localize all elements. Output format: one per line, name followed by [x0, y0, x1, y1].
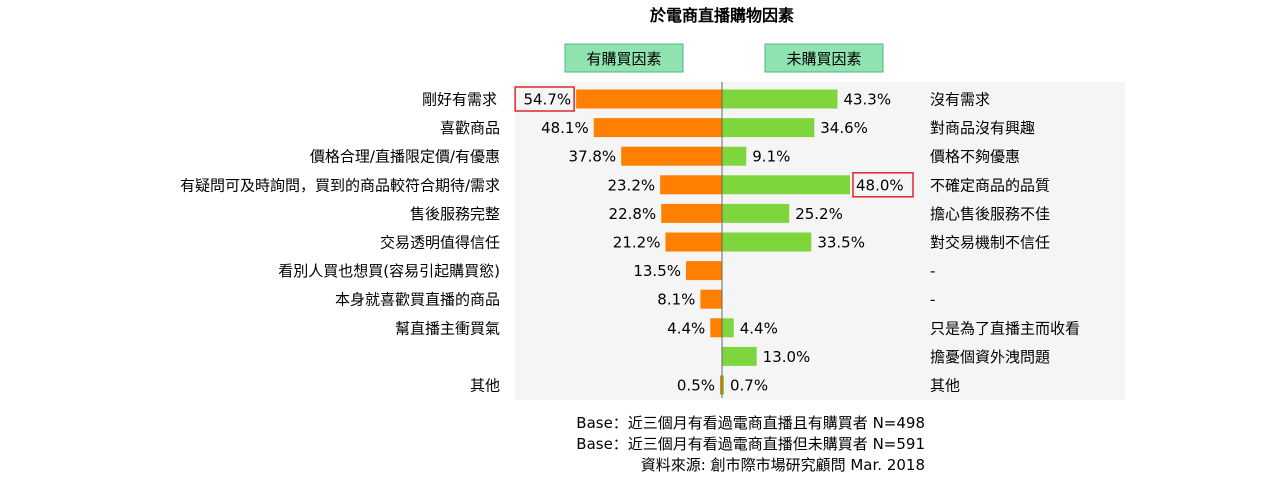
category-label-left: 交易透明值得信任 [380, 234, 500, 252]
category-label-right: 不確定商品的品質 [930, 176, 1050, 194]
value-label-left: 37.8% [569, 148, 617, 166]
bar-right [722, 318, 734, 338]
bar-right [722, 89, 838, 109]
bar-right [722, 118, 815, 138]
bar-left [576, 89, 722, 109]
legend-right-box [764, 43, 884, 73]
bar-left [710, 318, 722, 338]
value-label-left: 4.4% [667, 319, 705, 337]
labels-layer: 54.7% 剛好有需求 43.3% 沒有需求 48.1% 喜歡商品 34.6% 對商品沒有興趣… [180, 86, 1080, 395]
category-label-left: 有疑問可及時詢問，買到的商品較符合期待/需求 [180, 176, 500, 194]
value-label-left: 0.5% [677, 377, 715, 395]
category-label-left: 剛好有需求 [422, 91, 497, 109]
bar-left [700, 289, 722, 309]
bars-layer [576, 89, 850, 395]
value-label-left: 23.2% [607, 176, 655, 194]
bar-right [722, 346, 757, 366]
bar-right [722, 146, 747, 166]
category-label-left: 幫直播主衝買氣 [395, 319, 500, 337]
value-label-right: 0.7% [730, 377, 768, 395]
category-label-left: 本身就喜歡買直播的商品 [335, 291, 500, 309]
chart-title: 於電商直播購物因素 [650, 6, 794, 25]
bar-left [665, 232, 722, 252]
value-label-right: 33.5% [817, 234, 865, 252]
value-label-right: 9.1% [752, 148, 790, 166]
value-label-right: 48.0% [856, 176, 904, 194]
bar-right [722, 203, 790, 223]
category-label-right: 對交易機制不信任 [930, 234, 1050, 252]
category-label-right: 對商品沒有興趣 [930, 119, 1035, 137]
bar-left [661, 203, 722, 223]
footnote-source: 資料來源: 創市際市場研究顧問 Mar. 2018 [641, 456, 925, 474]
category-label-right: 其他 [930, 377, 960, 395]
bar-left [593, 118, 722, 138]
legend-right-label: 未購買因素 [786, 50, 861, 68]
value-label-left: 21.2% [613, 234, 661, 252]
category-label-right: 擔憂個資外洩問題 [930, 348, 1050, 366]
value-label-right: 34.6% [820, 119, 868, 137]
footnote-base-buyers: Base：近三個月有看過電商直播且有購買者 N=498 [576, 414, 925, 432]
bar-left [660, 175, 722, 195]
legend-left-label: 有購買因素 [586, 50, 661, 68]
value-label-right: 4.4% [740, 319, 778, 337]
value-label-left: 22.8% [609, 205, 657, 223]
category-label-right: 只是為了直播主而收看 [930, 319, 1080, 337]
highlight-box [514, 86, 575, 112]
category-label-right: 擔心售後服務不佳 [930, 205, 1050, 223]
category-label-right: - [930, 291, 935, 309]
bar-left [686, 261, 722, 281]
bar-right [722, 375, 724, 395]
value-label-right: 25.2% [795, 205, 843, 223]
category-label-left: 其他 [470, 377, 500, 395]
value-label-right: 13.0% [763, 348, 811, 366]
highlight-box [852, 172, 914, 198]
category-label-left: 售後服務完整 [410, 205, 500, 223]
value-label-left: 54.7% [523, 91, 571, 109]
bar-right [722, 175, 850, 195]
footnote-base-nonbuyers: Base：近三個月有看過電商直播但未購買者 N=591 [576, 435, 925, 453]
legend-left-box [564, 43, 684, 73]
category-label-right: 沒有需求 [930, 91, 990, 109]
value-label-left: 13.5% [633, 262, 681, 280]
category-label-left: 看別人買也想買(容易引起購買慾) [278, 262, 500, 280]
bar-left [720, 375, 722, 395]
value-label-left: 8.1% [657, 291, 695, 309]
category-label-left: 喜歡商品 [440, 119, 500, 137]
value-label-right: 43.3% [843, 91, 891, 109]
value-label-left: 48.1% [541, 119, 589, 137]
category-label-left: 價格合理/直播限定價/有優惠 [310, 148, 500, 166]
category-label-right: - [930, 262, 935, 280]
bar-right [722, 232, 812, 252]
category-label-right: 價格不夠優惠 [930, 148, 1020, 166]
bar-left [621, 146, 722, 166]
